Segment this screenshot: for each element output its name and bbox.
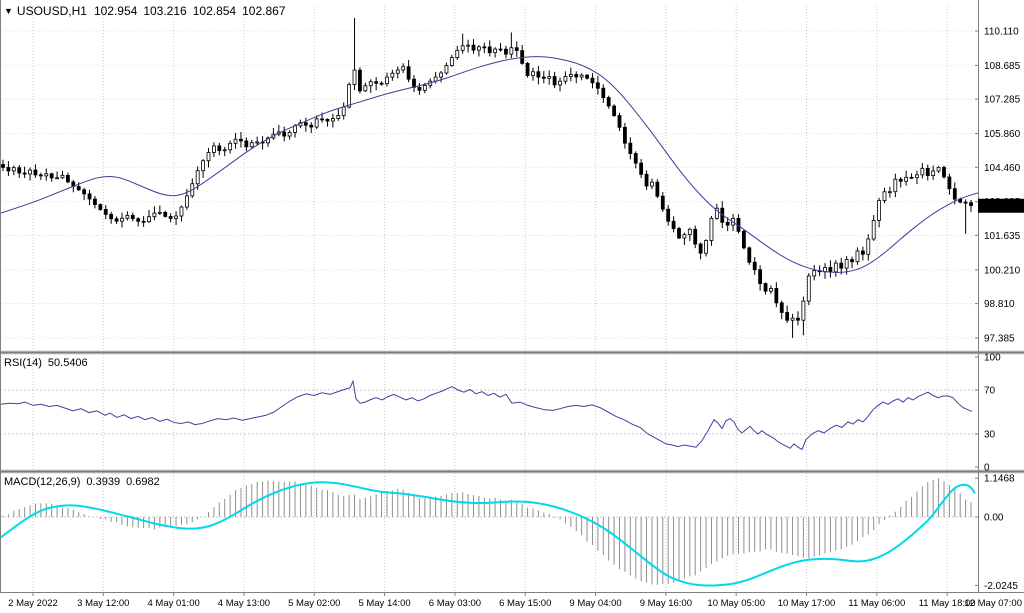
macd-signal-value: 0.6982 (126, 476, 160, 488)
candles (1, 17, 973, 338)
rsi-axis-label: 0 (984, 463, 990, 474)
price-axis-label: 101.635 (984, 231, 1021, 242)
price-axis-label: 110.110 (984, 27, 1019, 38)
time-axis-label: 2 May 2022 (8, 598, 58, 609)
quote-low: 102.854 (192, 4, 237, 18)
price-axis-label: 104.460 (984, 163, 1021, 174)
symbol-name: USOUSD,H1 (16, 4, 87, 18)
rsi-line (0, 379, 973, 451)
panel-resize-handle[interactable] (0, 350, 1024, 355)
time-axis-label: 3 May 12:00 (77, 598, 129, 609)
time-axis-label: 10 May 17:00 (778, 598, 836, 609)
time-axis-label: 4 May 01:00 (147, 598, 199, 609)
macd-indicator-label: MACD(12,26,9) 0.3939 0.6982 (4, 476, 160, 488)
grid-lines (0, 6, 978, 592)
quote-close: 102.867 (242, 4, 286, 18)
price-axis-label: 108.685 (984, 61, 1021, 72)
time-axis-label: 5 May 14:00 (358, 598, 410, 609)
current-price-tag: 102.867 (978, 198, 1024, 213)
time-axis[interactable]: 2 May 2022 3 May 12:00 4 May 01:00 4 May 13… (0, 592, 1024, 609)
time-axis-label: 10 May 05:00 (707, 598, 765, 609)
symbol-header: ▼ USOUSD,H1 102.954 103.216 102.854 102.867 (4, 4, 286, 18)
symbol-dropdown-icon[interactable]: ▼ (4, 6, 13, 16)
quote-high: 103.216 (143, 4, 187, 18)
macd-signal-line (0, 481, 976, 587)
rsi-axis-label: 30 (984, 430, 996, 441)
time-axis-label: 9 May 04:00 (569, 598, 621, 609)
time-axis-label: 11 May 18:00 (919, 598, 976, 609)
macd-axis-label: 0.00 (984, 513, 1004, 524)
macd-name: MACD(12,26,9) (4, 476, 81, 488)
rsi-axis-label: 100 (984, 353, 1001, 364)
time-axis-label: 5 May 02:00 (288, 598, 340, 609)
macd-value: 0.3939 (86, 476, 121, 488)
time-axis-label: 6 May 15:00 (499, 598, 551, 609)
rsi-indicator-label: RSI(14) 50.5406 (4, 357, 88, 369)
current-price-label: 102.867 (982, 201, 1019, 212)
price-axis-label: 98.810 (984, 299, 1015, 310)
price-axis-label: 105.860 (984, 129, 1021, 140)
rsi-axis-label: 70 (984, 386, 996, 397)
macd-axis-label: -2.0245 (984, 581, 1018, 592)
macd-axis-label: 1.1468 (984, 474, 1015, 485)
rsi-name: RSI(14) (4, 357, 42, 369)
time-axis-label: 9 May 16:00 (640, 598, 692, 609)
rsi-value: 50.5406 (47, 357, 88, 369)
time-axis-label: 6 May 03:00 (429, 598, 481, 609)
price-axis-label: 100.210 (984, 265, 1021, 276)
macd-histogram (2, 478, 972, 585)
price-axis[interactable]: 110.110108.685107.285105.860104.460103.0… (0, 0, 1021, 592)
time-axis-label: 4 May 13:00 (218, 598, 270, 609)
price-axis-label: 97.385 (984, 334, 1015, 345)
panel-resize-handle[interactable] (0, 469, 1024, 474)
quote-open: 102.954 (93, 4, 138, 18)
time-axis-label: 12 May 07:00 (964, 598, 1022, 609)
price-axis-label: 107.285 (984, 95, 1021, 106)
moving-average-line (0, 56, 979, 274)
time-axis-label: 11 May 06:00 (848, 598, 905, 609)
